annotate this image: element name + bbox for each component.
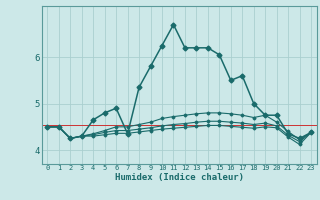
X-axis label: Humidex (Indice chaleur): Humidex (Indice chaleur) <box>115 173 244 182</box>
